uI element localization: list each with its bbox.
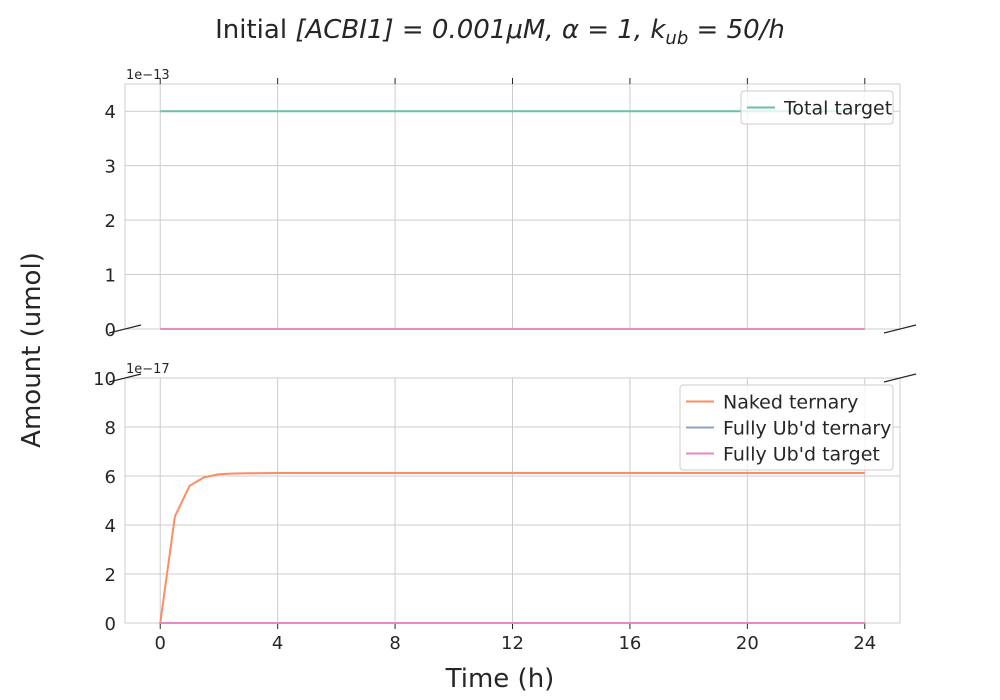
series-line-naked-ternary	[159, 472, 865, 624]
break-mark	[108, 373, 142, 383]
chart-title-math-tail: = 50/h	[688, 15, 785, 45]
x-tick-label: 24	[853, 633, 876, 654]
y-tick-label: 3	[105, 157, 116, 178]
break-mark	[883, 373, 917, 383]
chart-title-math: [ACBI1] = 0.001μM, α = 1, k	[295, 15, 666, 45]
y-tick-label: 0	[105, 320, 116, 341]
chart-title-prefix: Initial	[215, 15, 295, 45]
y-axis-label: Amount (umol)	[17, 252, 47, 448]
x-tick-label: 20	[736, 633, 759, 654]
legend-entry: Naked ternary	[723, 392, 858, 414]
legend: Naked ternary Fully Ub'd ternary Fully Ub'…	[679, 384, 894, 471]
chart-title: Initial [ACBI1] = 0.001μM, α = 1, kub = …	[215, 15, 785, 49]
x-axis-label: Time (h)	[445, 664, 555, 694]
y-tick-label: 1	[105, 266, 116, 287]
x-tick-label: 4	[272, 633, 283, 654]
legend-entry: Fully Ub'd ternary	[723, 418, 891, 440]
x-tick-label: 0	[155, 633, 166, 654]
axis-break-marks	[108, 324, 917, 383]
y-offset-label: 1e−13	[126, 68, 170, 83]
chart-title-subscript: ub	[665, 28, 688, 49]
y-tick-label: 4	[105, 102, 116, 123]
legend-frame	[740, 90, 894, 125]
break-mark	[883, 324, 917, 334]
y-tick-label: 8	[105, 418, 116, 439]
top-panel: 0 1 2 3 4 1e−13 Total target	[105, 68, 901, 341]
y-tick-label: 2	[105, 565, 116, 586]
y-tick-label: 0	[105, 614, 116, 635]
legend-entry: Total target	[783, 98, 892, 120]
x-tick-label: 8	[389, 633, 400, 654]
y-tick-label: 4	[105, 516, 116, 537]
x-tick-label: 12	[501, 633, 524, 654]
y-tick-label: 6	[105, 467, 116, 488]
x-tick-label: 16	[618, 633, 641, 654]
legend-entry: Fully Ub'd target	[723, 444, 880, 466]
y-offset-label: 1e−17	[126, 362, 170, 377]
legend: Total target	[740, 90, 894, 125]
legend-frame	[679, 384, 894, 471]
break-mark	[108, 324, 142, 334]
y-tick-label: 10	[93, 369, 116, 390]
y-tick-label: 2	[105, 211, 116, 232]
